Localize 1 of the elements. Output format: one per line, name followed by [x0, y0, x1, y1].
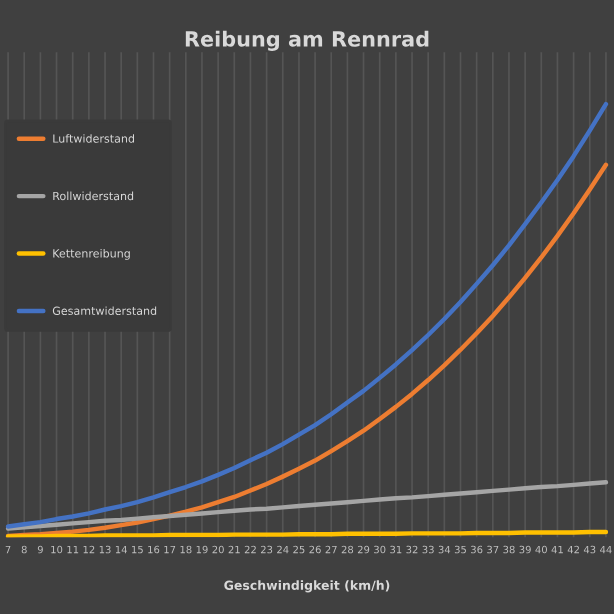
chart-title: Reibung am Rennrad — [185, 30, 429, 52]
